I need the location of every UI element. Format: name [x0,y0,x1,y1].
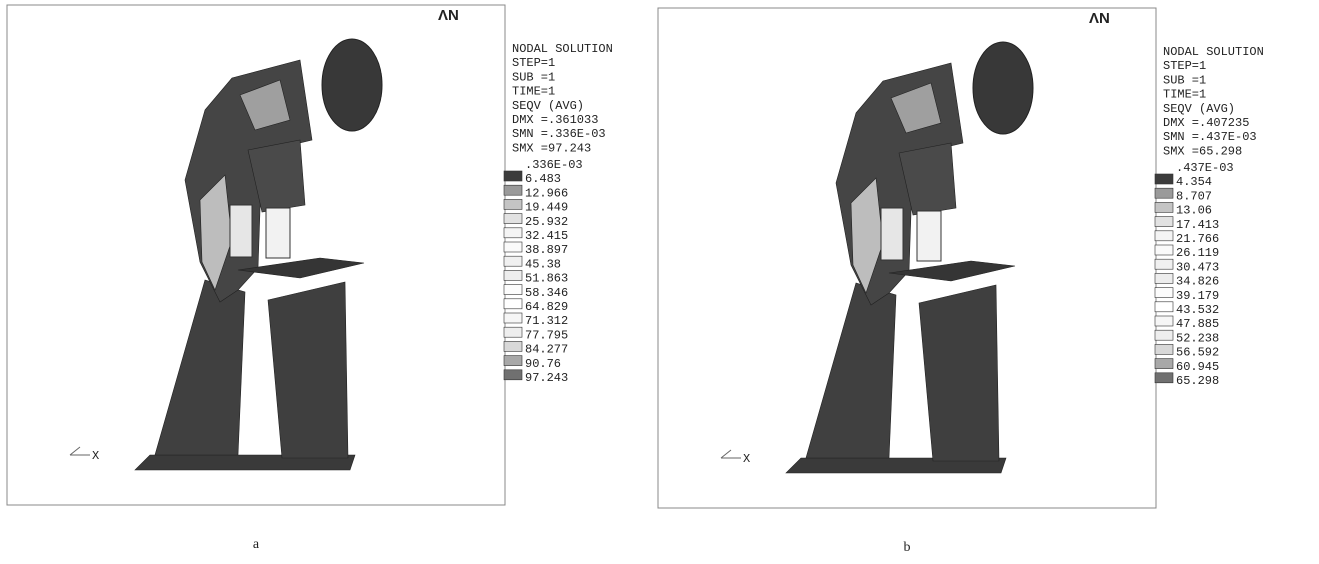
legend-header: SUB =1 [512,70,555,84]
legend-header: TIME=1 [512,85,555,99]
legend-label: 77.795 [525,328,568,342]
guide [881,208,903,260]
legend-swatch [1155,245,1173,255]
legend-label: 71.312 [525,314,568,328]
legend-header: DMX =.361033 [512,113,598,127]
legend-swatch [1155,259,1173,269]
legend-label: .336E-03 [525,158,583,172]
legend-swatch [1155,217,1173,227]
legend-label: .437E-03 [1176,161,1234,175]
guide [266,208,290,258]
legend-label: 30.473 [1176,260,1219,274]
legend-swatch [1155,344,1173,354]
legend-header: SMN =.336E-03 [512,127,606,141]
legend-label: 90.76 [525,357,561,371]
legend-swatch [1155,188,1173,198]
legend-swatch [504,185,522,195]
triad-label: X [743,452,750,466]
legend-swatch [504,256,522,266]
legend-label: 6.483 [525,172,561,186]
legend-label: 13.06 [1176,204,1212,218]
legend-label: 21.766 [1176,232,1219,246]
flywheel [973,42,1033,134]
legend-swatch [504,341,522,351]
legend-label: 26.119 [1176,246,1219,260]
legend-swatch [504,285,522,295]
legend-swatch [504,370,522,380]
legend-swatch [1155,373,1173,383]
figure: XΛNNODAL SOLUTIONSTEP=1SUB =1TIME=1SEQV … [0,0,1319,559]
legend-swatch [504,299,522,309]
guide [917,211,941,261]
right-leg [919,285,999,461]
legend-label: 47.885 [1176,317,1219,331]
legend-header: SMX =65.298 [1163,144,1242,158]
legend-swatch [1155,316,1173,326]
legend-label: 25.932 [525,215,568,229]
logo: ΛN [1089,10,1110,27]
legend-label: 52.238 [1176,331,1219,345]
legend-label: 34.826 [1176,275,1219,289]
legend-swatch [504,228,522,238]
legend-label: 60.945 [1176,360,1219,374]
legend-swatch [1155,231,1173,241]
guide [230,205,252,257]
legend-label: 51.863 [525,272,568,286]
legend-swatch [504,199,522,209]
right-leg [268,282,348,458]
legend-label: 19.449 [525,201,568,215]
caption: a [253,537,260,552]
legend-swatch [504,214,522,224]
legend-label: 64.829 [525,300,568,314]
legend-swatch [1155,174,1173,184]
legend-swatch [504,270,522,280]
legend-label: 39.179 [1176,289,1219,303]
legend-swatch [1155,273,1173,283]
legend-label: 17.413 [1176,218,1219,232]
legend-label: 56.592 [1176,346,1219,360]
legend-swatch [1155,302,1173,312]
logo: ΛN [438,7,459,24]
legend-label: 8.707 [1176,189,1212,203]
legend-header: NODAL SOLUTION [512,42,613,56]
legend-header: STEP=1 [512,56,555,70]
legend-label: 58.346 [525,286,568,300]
legend-label: 45.38 [525,257,561,271]
legend-swatch [504,242,522,252]
legend-swatch [504,356,522,366]
legend-label: 84.277 [525,343,568,357]
legend-label: 65.298 [1176,374,1219,388]
page: XΛNNODAL SOLUTIONSTEP=1SUB =1TIME=1SEQV … [0,0,1319,564]
legend-swatch [1155,330,1173,340]
legend-header: SMX =97.243 [512,141,591,155]
legend-swatch [504,327,522,337]
legend-header: SMN =.437E-03 [1163,130,1257,144]
legend-label: 97.243 [525,371,568,385]
legend-label: 43.532 [1176,303,1219,317]
legend-header: NODAL SOLUTION [1163,45,1264,59]
flywheel [322,39,382,131]
legend-header: SUB =1 [1163,73,1206,87]
legend-header: STEP=1 [1163,59,1206,73]
legend-label: 38.897 [525,243,568,257]
legend-label: 12.966 [525,186,568,200]
legend-label: 32.415 [525,229,568,243]
legend-swatch [1155,202,1173,212]
legend-header: DMX =.407235 [1163,116,1249,130]
legend-swatch [1155,359,1173,369]
legend-label: 4.354 [1176,175,1212,189]
triad-label: X [92,449,99,463]
legend-header: SEQV (AVG) [512,99,584,113]
legend-swatch [1155,288,1173,298]
legend-header: TIME=1 [1163,88,1206,102]
legend-header: SEQV (AVG) [1163,102,1235,116]
caption: b [904,540,911,555]
legend-swatch [504,313,522,323]
legend-swatch [504,171,522,181]
